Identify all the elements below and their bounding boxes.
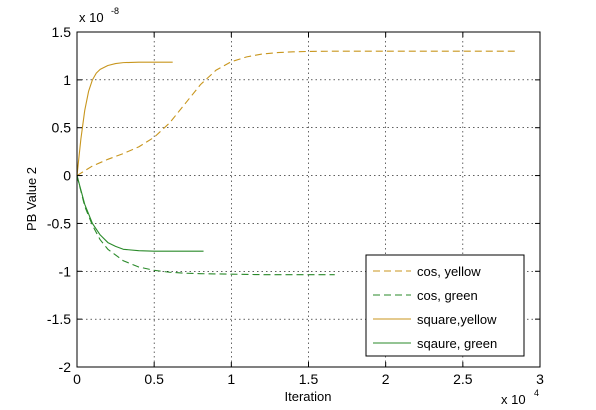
x-tick-label: 2 <box>382 371 390 387</box>
y-tick-label: 1 <box>63 72 71 88</box>
y-multiplier-base: x 10 <box>79 10 104 25</box>
legend-entry-3: square,yellow <box>417 312 497 327</box>
x-multiplier-exponent: 4 <box>534 388 539 398</box>
x-tick-label: 0.5 <box>144 371 164 387</box>
y-tick-label: -0.5 <box>47 215 71 231</box>
legend: cos, yellow cos, green square,yellow sqaure… <box>365 254 525 357</box>
legend-entry-2: cos, green <box>417 288 478 303</box>
y-tick-label: -2 <box>59 359 72 375</box>
x-tick-label: 3 <box>536 371 544 387</box>
ticks: 0 0.5 1 1.5 2 2.5 3 -2 -1.5 -1 -0.5 0 0.5 1 1.5 <box>47 24 544 387</box>
x-multiplier: x 10 4 <box>501 388 539 407</box>
y-multiplier: x 10 -8 <box>79 6 119 25</box>
x-tick-label: 1.5 <box>299 371 319 387</box>
y-axis-label: PB Value 2 <box>24 167 39 231</box>
y-multiplier-exponent: -8 <box>111 6 119 16</box>
y-tick-label: 1.5 <box>52 24 72 40</box>
x-tick-label: 1 <box>227 371 235 387</box>
series-line-2 <box>76 175 335 276</box>
series-line-1 <box>76 50 517 177</box>
x-axis-label: Iteration <box>285 389 332 404</box>
legend-box <box>365 254 525 357</box>
y-tick-label: 0.5 <box>52 120 72 136</box>
y-tick-label: -1.5 <box>47 311 71 327</box>
series-group <box>76 50 517 276</box>
y-tick-label: -1 <box>59 263 72 279</box>
legend-entry-4: sqaure, green <box>417 336 497 351</box>
series-line-4 <box>76 175 204 252</box>
series-line-3 <box>76 61 173 176</box>
legend-entry-1: cos, yellow <box>417 264 481 279</box>
x-tick-label: 2.5 <box>453 371 473 387</box>
x-tick-label: 0 <box>73 371 81 387</box>
x-multiplier-base: x 10 <box>501 392 526 407</box>
y-tick-label: 0 <box>63 168 71 184</box>
